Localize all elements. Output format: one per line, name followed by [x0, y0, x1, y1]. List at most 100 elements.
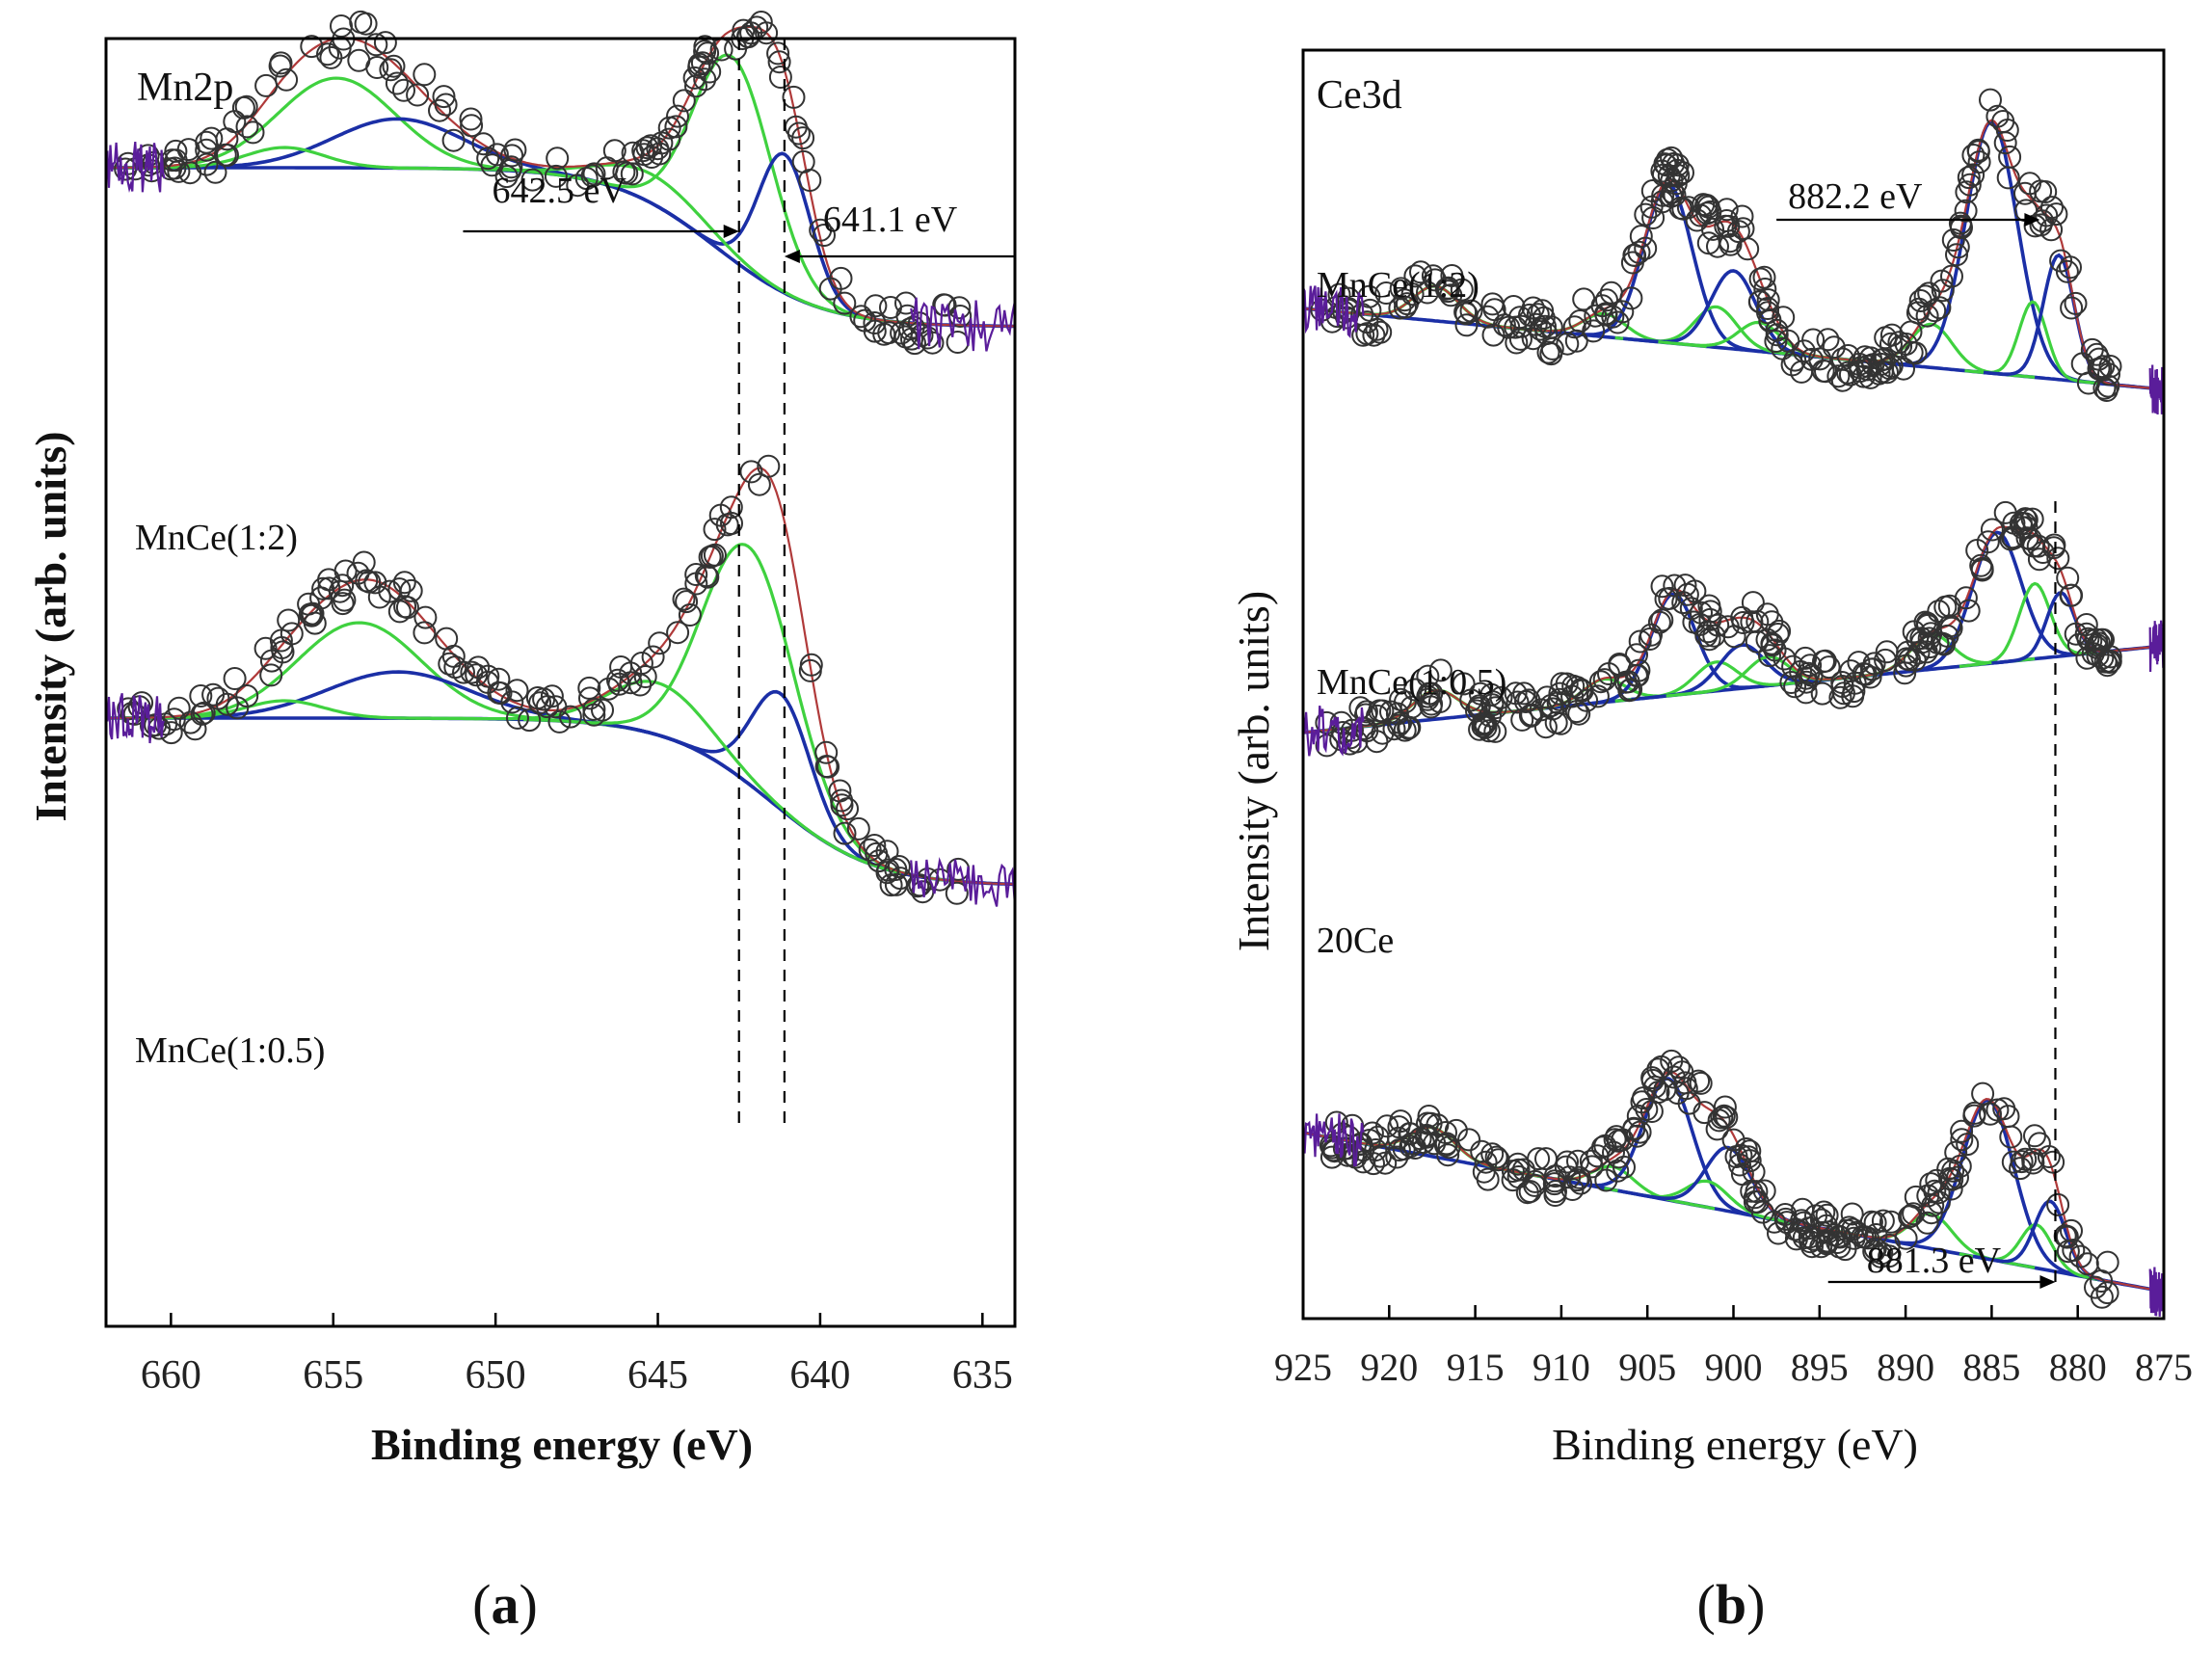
data-point — [1721, 1128, 1746, 1152]
data-point — [1875, 640, 1899, 664]
data-point — [1355, 719, 1379, 743]
data-point — [1505, 331, 1529, 355]
annotation-642-5: 642.5 eV — [492, 171, 626, 211]
data-point — [1938, 1166, 1962, 1190]
arrowhead — [723, 225, 739, 238]
data-point — [547, 709, 572, 734]
noise-trace — [910, 857, 1017, 907]
annotation-882-2: 882.2 eV — [1788, 176, 1923, 217]
data-point — [1660, 146, 1684, 170]
data-point — [602, 139, 626, 163]
data-point — [693, 67, 717, 92]
data-point — [672, 587, 696, 611]
data-point — [1650, 608, 1674, 632]
data-point — [546, 147, 570, 171]
data-point — [1518, 704, 1542, 728]
data-point — [577, 676, 601, 700]
data-point — [1808, 347, 1832, 371]
data-point — [1394, 295, 1417, 319]
data-point — [1967, 150, 1991, 174]
data-point — [1893, 661, 1917, 685]
panel-b-x-ticks: 925 920 915 910 905 900 895 890 885 880 875 — [1274, 1305, 2193, 1389]
data-point — [597, 677, 621, 701]
data-point — [1639, 623, 1663, 647]
data-point — [1421, 264, 1445, 288]
data-point — [1970, 556, 1994, 580]
data-point — [828, 779, 852, 803]
data-point — [1560, 684, 1585, 708]
data-point — [1790, 360, 1814, 384]
data-point — [1396, 292, 1419, 316]
data-point — [1324, 1110, 1348, 1134]
data-point — [1554, 1155, 1578, 1179]
data-point — [1434, 1121, 1457, 1144]
data-point — [465, 663, 489, 687]
data-point — [866, 849, 891, 873]
data-point — [1483, 719, 1507, 743]
data-point — [703, 518, 727, 542]
data-point — [487, 667, 511, 691]
data-point — [1477, 719, 1501, 743]
data-point — [1358, 298, 1382, 322]
arrowhead — [784, 250, 800, 263]
data-point — [666, 621, 690, 645]
data-point — [1980, 518, 2004, 542]
data-point — [1521, 296, 1545, 320]
data-point — [1898, 648, 1921, 672]
data-point — [1879, 332, 1903, 356]
data-point — [1915, 612, 1939, 636]
data-point — [1527, 1147, 1551, 1171]
data-point — [1508, 327, 1532, 351]
data-point — [2029, 213, 2053, 237]
data-point — [814, 740, 839, 764]
data-point — [1740, 610, 1764, 634]
data-point — [1548, 687, 1571, 711]
data-point — [520, 168, 545, 192]
fit-envelope — [106, 467, 1016, 886]
data-point — [505, 679, 529, 703]
data-point — [1536, 340, 1560, 364]
data-point — [1956, 1133, 1980, 1157]
data-point — [1698, 607, 1722, 631]
data-point — [1799, 347, 1824, 371]
data-point — [1916, 1184, 1940, 1208]
data-point — [678, 603, 702, 627]
data-point — [413, 63, 437, 87]
data-point — [1954, 199, 1978, 223]
data-point — [1534, 1147, 1558, 1171]
data-point — [1562, 315, 1586, 339]
data-point — [1713, 1095, 1737, 1119]
data-point — [631, 139, 655, 163]
panel-b-x-axis-label: Binding energy (eV) — [1552, 1420, 1918, 1469]
data-point — [1685, 208, 1709, 232]
data-point — [316, 42, 339, 67]
data-point — [1647, 610, 1671, 634]
panel-b-title: Ce3d — [1317, 73, 1402, 118]
data-point — [1588, 670, 1612, 694]
data-point — [1876, 360, 1899, 385]
data-point — [640, 146, 664, 169]
data-point — [657, 116, 681, 140]
data-point — [2089, 357, 2113, 381]
data-point — [1909, 627, 1933, 651]
data-point — [1940, 264, 1963, 288]
data-point — [1468, 681, 1492, 706]
data-point — [947, 296, 972, 320]
data-point — [1437, 1135, 1461, 1160]
data-point — [301, 601, 325, 626]
data-point — [392, 571, 416, 595]
data-point — [1591, 1135, 1614, 1160]
data-point — [1628, 629, 1652, 654]
data-point — [1764, 330, 1788, 353]
data-point — [2060, 583, 2084, 607]
fit-component-885.2 — [1859, 1098, 2117, 1285]
data-point — [2044, 202, 2068, 227]
data-point — [1944, 1140, 1968, 1164]
data-point — [317, 576, 341, 601]
data-point — [379, 58, 403, 82]
panel-a-x-ticks: 660 655 650 645 640 635 — [141, 1313, 1013, 1398]
data-point — [499, 155, 523, 179]
data-point — [1939, 616, 1963, 640]
data-point — [1677, 1091, 1701, 1115]
data-point — [766, 41, 790, 66]
